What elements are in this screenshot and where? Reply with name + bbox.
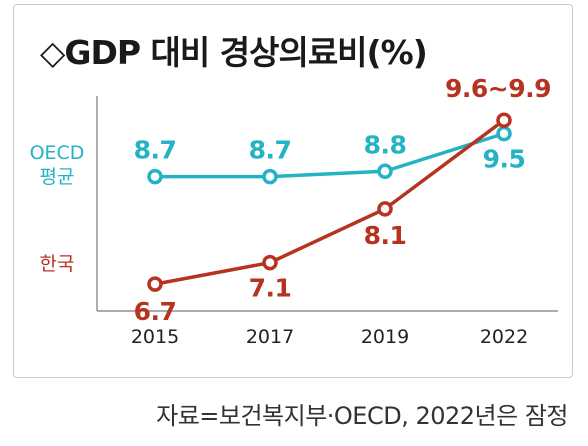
data-point <box>262 168 278 185</box>
legend-entry: 평균 <box>40 166 75 188</box>
x-tick-label: 2022 <box>480 326 528 348</box>
data-point <box>496 112 512 128</box>
data-label: 7.1 <box>249 274 292 303</box>
series-1: 8.7 8.7 8.8 9.5 <box>134 125 526 185</box>
series-layer: 8.7 8.7 8.8 9.5 6.7 7.1 8.1 9.6~9.9 <box>134 74 552 326</box>
data-label: 9.5 <box>483 145 526 174</box>
data-point <box>377 201 393 217</box>
data-point <box>147 276 163 292</box>
data-point <box>377 163 393 179</box>
chart-title: ◇GDP 대비 경상의료비(%) <box>40 33 428 72</box>
x-tick-label: 2017 <box>246 326 294 348</box>
axes <box>96 96 558 312</box>
data-label: 9.6~9.9 <box>445 74 551 103</box>
data-point <box>147 168 163 185</box>
data-label: 8.7 <box>134 136 177 165</box>
data-label: 6.7 <box>134 297 177 326</box>
series-line <box>154 118 506 286</box>
legend-entry: 한국 <box>40 253 75 275</box>
chart-frame <box>13 4 573 378</box>
data-label: 8.8 <box>364 130 407 159</box>
data-point <box>496 125 512 142</box>
legend-entry: OECD <box>30 142 85 164</box>
data-label: 8.1 <box>364 221 407 250</box>
x-tick-labels: 2015 2017 2019 2022 <box>131 326 528 348</box>
x-tick-label: 2019 <box>361 326 409 348</box>
data-point <box>262 254 278 271</box>
data-label: 8.7 <box>249 136 292 165</box>
x-tick-label: 2015 <box>131 326 179 348</box>
source-note: 자료=보건복지부·OECD, 2022년은 잠정 <box>156 402 568 430</box>
series-2: 6.7 7.1 8.1 9.6~9.9 <box>134 74 552 326</box>
series-line <box>155 131 505 179</box>
